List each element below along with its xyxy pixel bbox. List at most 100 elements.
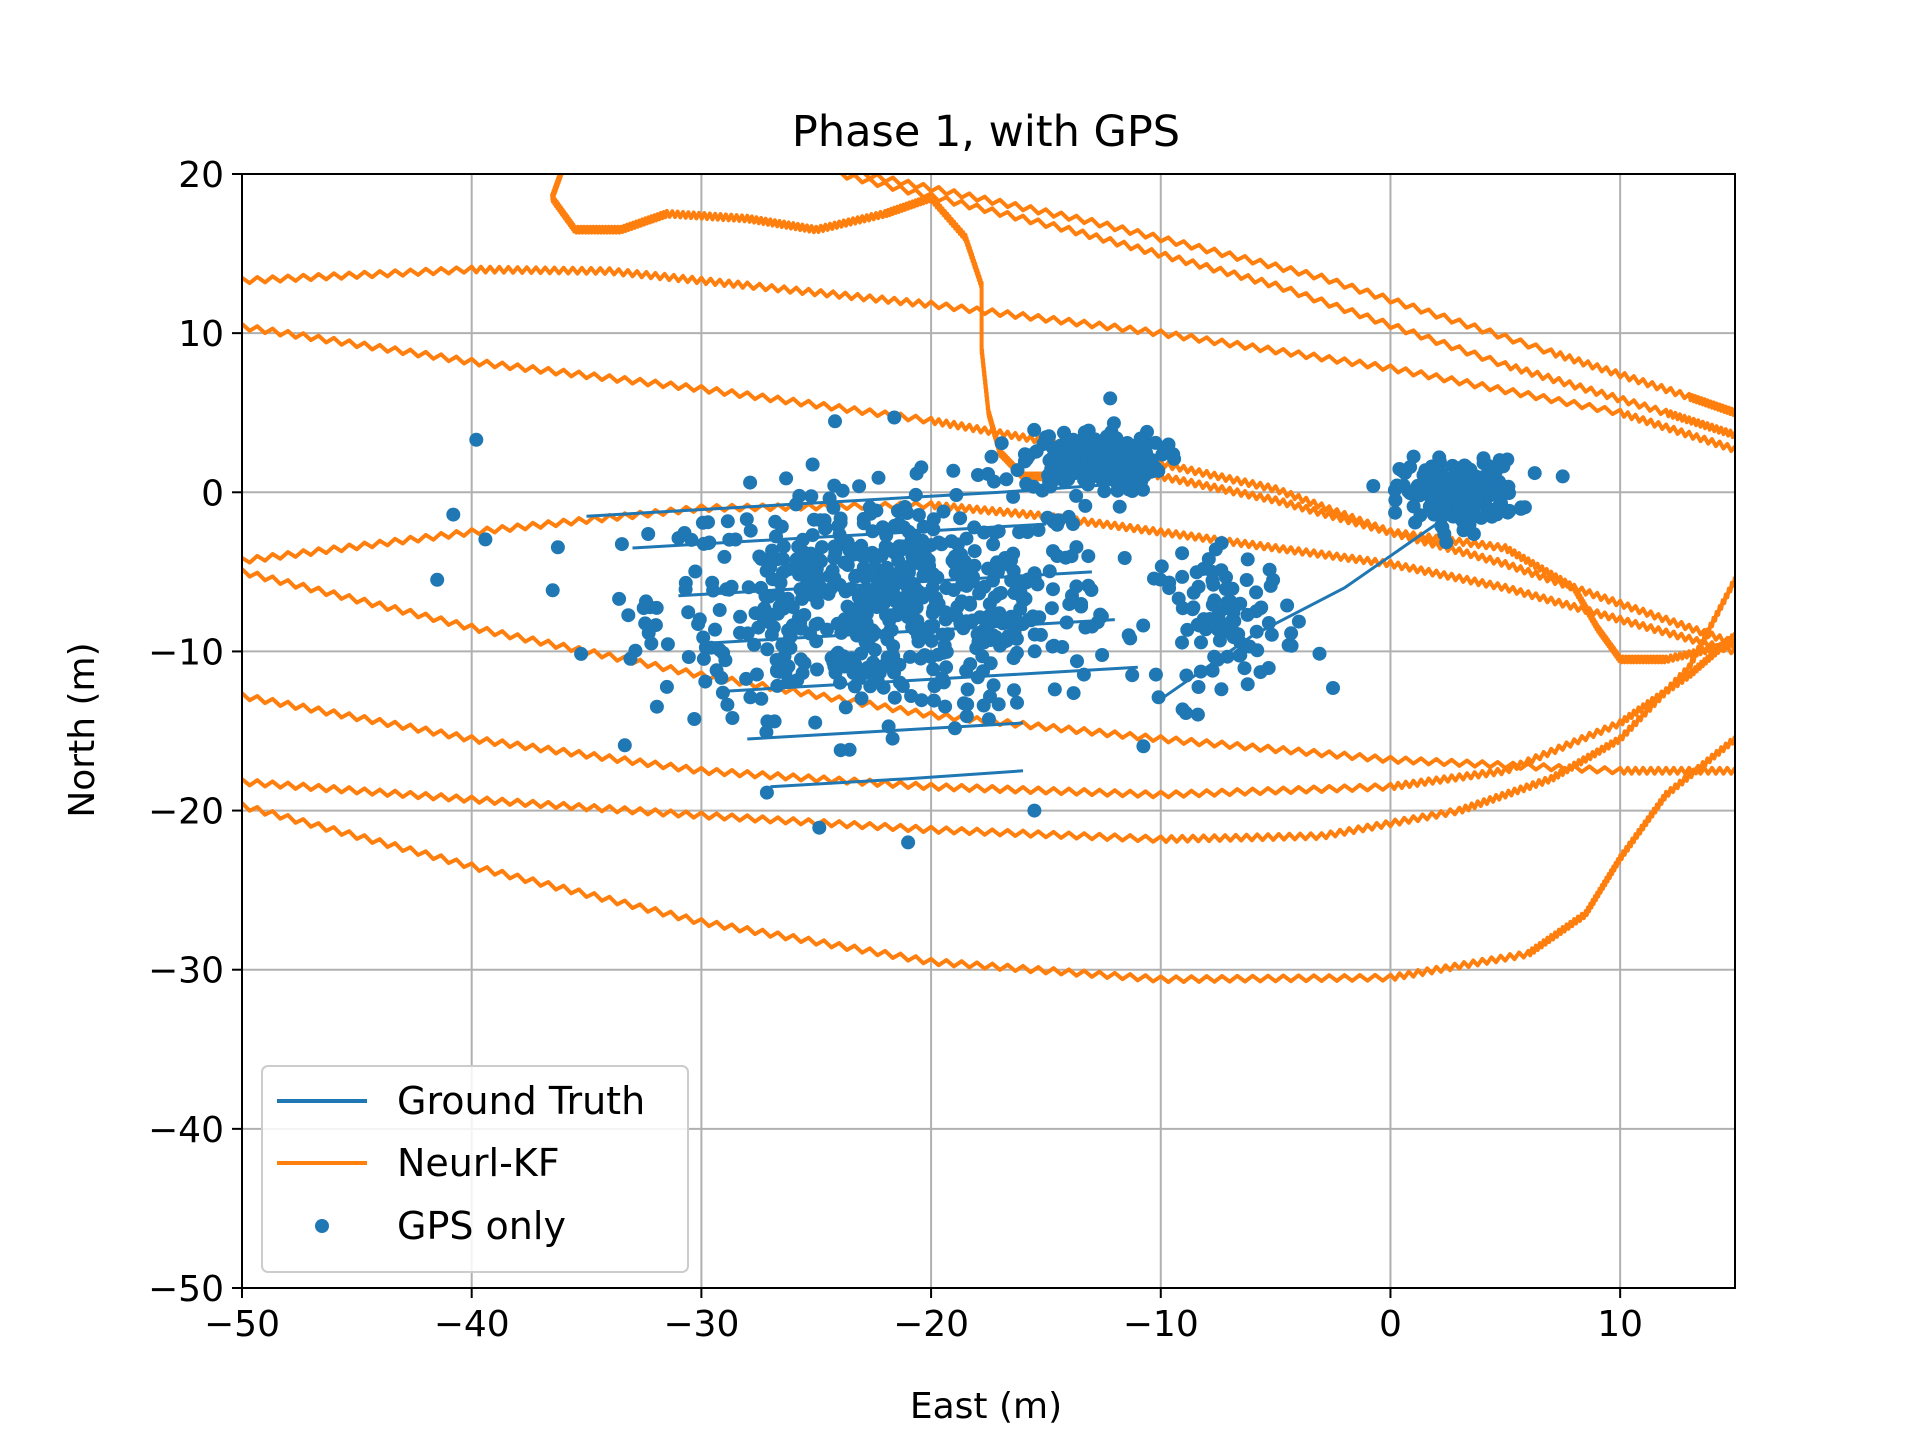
gps-point bbox=[1013, 588, 1027, 602]
gps-point bbox=[1093, 607, 1108, 622]
gps-point bbox=[1388, 493, 1403, 508]
gps-point bbox=[574, 646, 589, 661]
gps-point bbox=[1190, 707, 1205, 722]
gps-point bbox=[982, 597, 997, 612]
gps-point bbox=[882, 608, 897, 623]
gps-point bbox=[852, 479, 867, 494]
gps-point bbox=[1155, 447, 1170, 462]
gps-point bbox=[639, 594, 653, 609]
gps-point bbox=[794, 621, 809, 636]
gps-point bbox=[815, 540, 829, 555]
gps-point bbox=[725, 711, 740, 725]
gps-point bbox=[644, 636, 659, 651]
gps-point bbox=[1430, 486, 1445, 501]
gps-point bbox=[681, 650, 696, 664]
gps-point bbox=[1065, 588, 1079, 603]
gps-point bbox=[1067, 453, 1082, 468]
y-tick-label-6: 10 bbox=[178, 314, 224, 355]
gps-point bbox=[1112, 499, 1127, 514]
gps-point bbox=[760, 642, 775, 657]
neurl-kf-line-10 bbox=[1067, 448, 1735, 665]
gps-point bbox=[776, 539, 791, 554]
gps-point bbox=[772, 599, 787, 614]
gps-point bbox=[1042, 429, 1056, 444]
gps-point-outlier-2 bbox=[887, 410, 902, 425]
gps-point bbox=[743, 475, 758, 490]
gps-point bbox=[1263, 578, 1278, 593]
gps-point bbox=[1054, 446, 1069, 461]
gps-point bbox=[1470, 492, 1485, 507]
gps-point bbox=[1009, 645, 1024, 660]
gps-point bbox=[1291, 614, 1306, 629]
gps-point bbox=[1210, 622, 1225, 637]
gps-point bbox=[810, 662, 824, 677]
gps-point bbox=[994, 436, 1009, 451]
gps-point bbox=[696, 651, 711, 666]
gps-point bbox=[827, 478, 842, 493]
ground-truth-line-4 bbox=[724, 665, 1138, 693]
gps-point bbox=[1242, 639, 1257, 654]
gps-point bbox=[1151, 463, 1166, 478]
gps-point bbox=[714, 670, 729, 685]
gps-point bbox=[825, 563, 840, 578]
gps-point bbox=[1148, 435, 1163, 450]
gps-point bbox=[759, 725, 774, 740]
gps-point bbox=[848, 625, 863, 639]
gps-point bbox=[956, 566, 971, 581]
gps-point bbox=[1439, 475, 1454, 490]
gps-point bbox=[790, 673, 805, 688]
gps-point-outlier-3 bbox=[1103, 391, 1118, 406]
gps-point bbox=[1214, 682, 1229, 697]
gps-point bbox=[833, 511, 848, 526]
gps-point bbox=[765, 543, 780, 558]
gps-point bbox=[866, 655, 880, 670]
gps-point bbox=[641, 527, 656, 541]
gps-point bbox=[871, 575, 886, 590]
gps-point bbox=[1185, 602, 1200, 617]
gps-point bbox=[903, 559, 918, 574]
gps-point bbox=[805, 457, 820, 472]
gps-point bbox=[1077, 425, 1092, 440]
gps-point bbox=[983, 656, 998, 671]
gps-point bbox=[862, 500, 877, 515]
gps-point bbox=[733, 609, 748, 624]
gps-point bbox=[1106, 416, 1121, 431]
gps-point bbox=[875, 520, 890, 535]
gps-point bbox=[1202, 612, 1217, 626]
gps-point bbox=[967, 544, 982, 559]
legend: Ground Truth Neurl-KF GPS only bbox=[261, 1065, 689, 1273]
gps-point bbox=[805, 528, 820, 543]
gps-point bbox=[820, 622, 834, 637]
gps-point bbox=[884, 660, 899, 675]
gps-point bbox=[1027, 644, 1042, 659]
gps-point bbox=[1207, 593, 1222, 608]
neurl-kf-line-7 bbox=[839, 174, 1735, 440]
gps-point bbox=[1249, 604, 1264, 619]
gps-point bbox=[1148, 667, 1163, 682]
gps-point bbox=[1084, 583, 1099, 597]
gps-point bbox=[1465, 480, 1480, 495]
gps-point bbox=[936, 504, 951, 519]
gps-point bbox=[781, 659, 796, 674]
gps-point bbox=[612, 591, 627, 606]
gps-point bbox=[926, 512, 941, 527]
legend-box bbox=[261, 1065, 689, 1273]
gps-point bbox=[681, 605, 696, 620]
gps-point bbox=[946, 463, 961, 478]
gps-point bbox=[981, 561, 996, 576]
gps-point bbox=[810, 595, 825, 610]
gps-point-outlier-4 bbox=[901, 835, 916, 850]
neurl-kf-line-6 bbox=[242, 735, 1735, 985]
gps-point bbox=[696, 630, 711, 645]
gps-point-outlier-0 bbox=[469, 432, 484, 447]
gps-point bbox=[871, 470, 886, 485]
gps-point bbox=[1144, 453, 1159, 467]
gps-point bbox=[1078, 498, 1093, 513]
gps-point bbox=[1281, 638, 1296, 653]
gps-point bbox=[950, 537, 965, 552]
gps-point bbox=[1017, 447, 1032, 462]
gps-point bbox=[617, 738, 632, 753]
gps-point bbox=[849, 609, 864, 624]
x-tick-label-0: −50 bbox=[204, 1304, 280, 1345]
